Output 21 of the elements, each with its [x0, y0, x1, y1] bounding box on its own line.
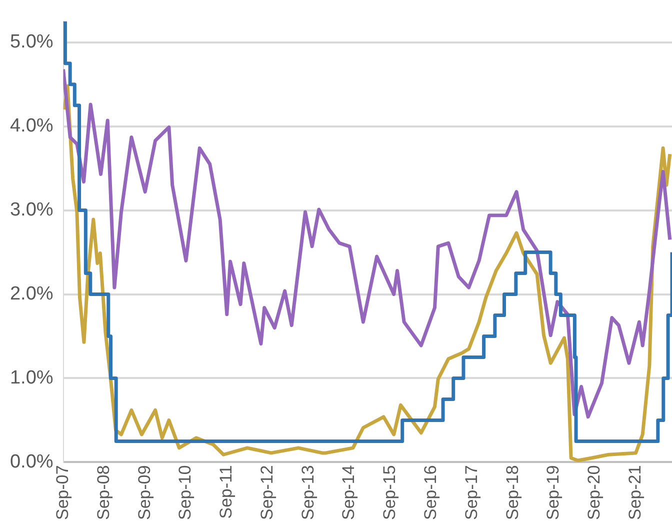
- x-tick-label: Sep-11: [216, 465, 236, 519]
- x-tick-label: Sep-14: [339, 465, 358, 520]
- y-tick-label: 4.0%: [10, 116, 54, 137]
- x-tick-label: Sep-21: [625, 465, 644, 520]
- y-tick-label: 2.0%: [10, 284, 54, 304]
- x-tick-label: Sep-10: [176, 465, 195, 520]
- x-tick-label: Sep-20: [584, 465, 604, 520]
- x-tick-label: Sep-08: [94, 465, 113, 520]
- x-tick-label: Sep-13: [298, 465, 318, 520]
- x-tick-label: Sep-07: [52, 465, 72, 520]
- x-tick-label: Sep-16: [421, 465, 440, 520]
- x-tick-label: Sep-15: [380, 465, 400, 520]
- x-tick-label: Sep-17: [462, 465, 481, 520]
- y-tick-label: 5.0%: [10, 32, 54, 53]
- x-tick-label: Sep-12: [257, 465, 276, 520]
- x-tick-label: Sep-18: [502, 465, 522, 520]
- y-tick-label: 1.0%: [10, 367, 54, 388]
- x-tick-label: Sep-19: [544, 465, 563, 520]
- y-tick-label: 3.0%: [10, 200, 54, 221]
- y-tick-label: 0.0%: [10, 451, 54, 472]
- x-tick-label: Sep-09: [134, 465, 154, 520]
